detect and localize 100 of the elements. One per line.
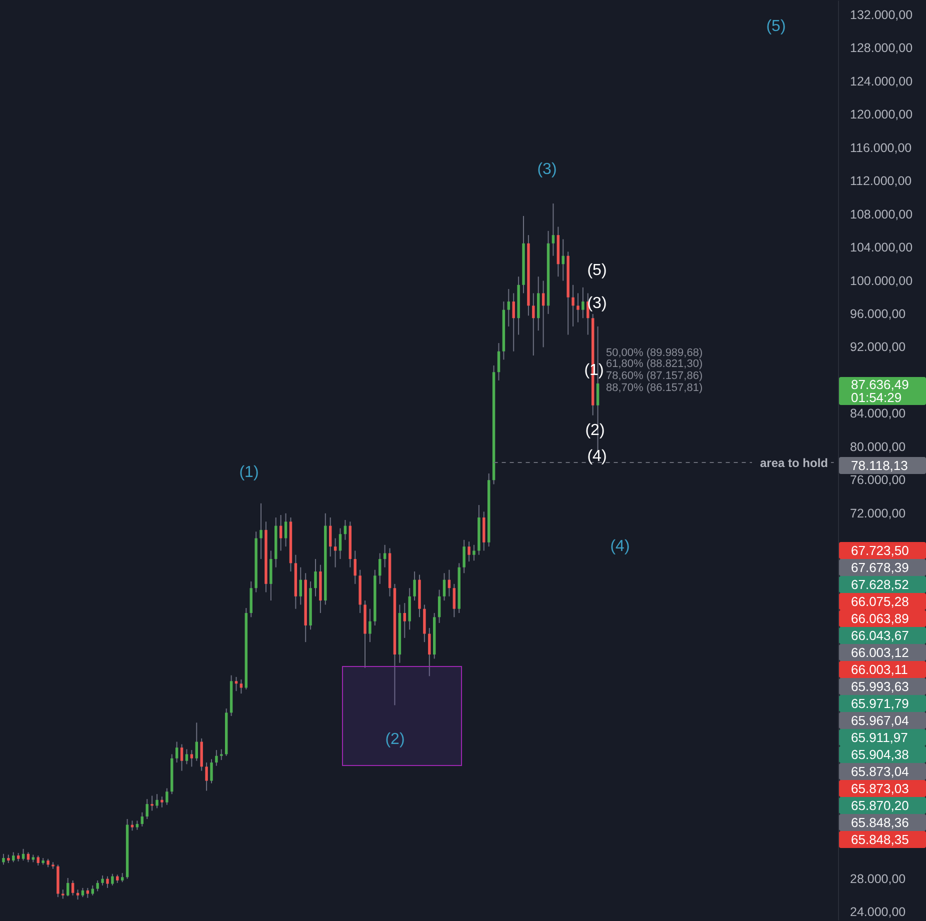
candlestick [428,627,431,677]
candlestick [354,550,356,584]
candlestick [106,876,109,888]
annotation: 88,70% (86.157,81) [606,382,703,394]
text: 67.678,39 [851,560,910,574]
candlestick [136,820,139,830]
y-tick-label: 92.000,00 [850,340,906,354]
candlestick [542,280,545,348]
candlestick [576,292,580,323]
candlestick [442,572,446,602]
candlestick [22,848,25,862]
annotation: (4) [587,448,607,466]
text: 65.911,97 [851,730,909,744]
candlestick [338,528,342,560]
annotation: (3) [537,161,557,179]
candlestick [205,762,208,792]
text: 66.075,28 [851,594,910,608]
candlestick [146,798,148,820]
candlestick [2,853,5,866]
candlestick [180,744,184,772]
candlestick [195,722,198,762]
candlestick [12,852,15,863]
candlestick [497,342,500,381]
y-tick-label: 104.000,00 [850,240,913,255]
candlestick [378,552,382,584]
y-tick-label: 76.000,00 [850,473,906,488]
y-tick-label: 80.000,00 [850,440,906,454]
text: 65.873,04 [851,764,910,778]
candlestick [234,676,238,692]
candlestick [130,820,134,832]
candlestick [71,880,74,896]
text: 65.870,20 [851,798,910,812]
text: 65.848,36 [851,814,910,830]
candlestick [220,748,223,761]
ref-line-label: area to hold [752,456,831,470]
y-tick-label: 128.000,00 [850,41,913,56]
candlestick [403,602,406,638]
y-tick-label: 108.000,00 [850,207,913,222]
candlestick [552,203,555,256]
candlestick [240,678,243,694]
annotation: (2) [385,731,405,749]
y-tick-label: 28.000,00 [850,872,906,886]
annotation: (3) [587,295,607,313]
y-tick-label: 96.000,00 [850,306,906,321]
text: 65.993,63 [851,678,910,694]
y-tick-label: 116.000,00 [850,140,912,155]
text: 65.873,03 [851,780,910,796]
y-tick-label: 100.000,00 [850,274,913,288]
candlestick [120,872,124,883]
candlestick [76,889,80,900]
candlestick [260,502,262,560]
candlestick [140,812,144,827]
candlestick [81,887,84,898]
annotation: (1) [239,464,259,482]
candlestick [572,284,574,327]
candlestick [507,288,510,327]
candlestick [383,544,386,568]
text: 66.043,67 [851,628,910,642]
candlestick [175,741,178,764]
candlestick [438,589,441,624]
candlestick [185,748,188,765]
text: 66.063,89 [851,610,910,626]
text: 65.971,79 [851,696,910,710]
text: 66.003,12 [851,644,910,660]
annotation: 61,80% (88.821,30) [606,358,703,370]
candlestick [512,292,515,352]
candlestick [299,566,302,606]
candlestick [452,583,456,618]
candlestick [91,884,94,896]
y-tick-label: 112.000,00 [850,174,912,188]
candlestick [166,788,168,806]
candlestick [101,874,104,886]
candlestick [62,889,64,900]
candlestick [36,855,40,866]
candlestick [413,570,416,602]
y-tick-label: 24.000,00 [850,905,906,920]
candlestick [190,750,194,768]
annotation: (2) [585,422,605,440]
text: 66.003,11 [851,662,909,676]
candlestick [150,795,154,812]
text: 65.848,35 [851,832,910,846]
text: 87.636,49 [851,376,910,392]
text: 65.904,38 [851,746,910,762]
candlestick [472,544,476,562]
candlestick [284,512,288,548]
annotation: 78,60% (87.157,86) [606,370,703,382]
candlestick [160,796,164,808]
candlestick [468,541,470,562]
text: 65.967,04 [851,712,910,728]
candlestick [328,516,332,558]
text: 78.118,13 [851,458,909,472]
text: 67.628,52 [851,576,910,592]
candlestick [368,608,372,643]
candlestick [96,880,99,892]
candlestick [86,887,90,898]
candlestick [462,539,466,574]
annotation: (4) [610,538,630,556]
y-tick-label: 124.000,00 [850,74,913,88]
candlestick [532,292,535,356]
candlestick [582,286,584,319]
